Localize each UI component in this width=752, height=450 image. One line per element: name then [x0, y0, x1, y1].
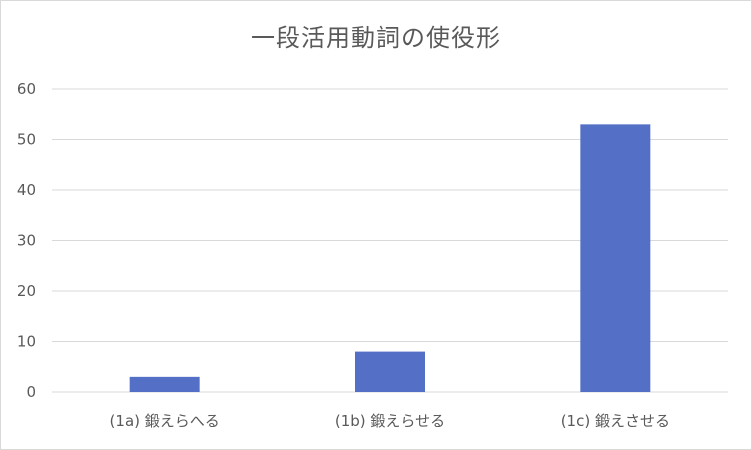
y-tick-label: 60 — [17, 80, 36, 98]
x-category-label: (1b) 鍛えらせる — [335, 412, 445, 430]
x-category-label: (1c) 鍛えさせる — [561, 412, 670, 430]
y-tick-label: 40 — [17, 181, 36, 199]
x-category-label: (1a) 鍛えらへる — [110, 412, 220, 430]
x-axis-labels: (1a) 鍛えらへる (1b) 鍛えらせる (1c) 鍛えさせる — [110, 412, 670, 430]
y-axis-ticks: 0 10 20 30 40 50 60 — [17, 80, 36, 401]
bar — [355, 351, 425, 392]
y-tick-label: 20 — [17, 282, 36, 300]
bar — [580, 124, 651, 392]
y-tick-label: 0 — [26, 383, 36, 401]
y-tick-label: 30 — [17, 232, 36, 250]
y-tick-label: 50 — [17, 131, 36, 149]
chart-title: 一段活用動詞の使役形 — [251, 24, 501, 52]
bar — [129, 376, 200, 392]
bars — [129, 124, 651, 392]
y-tick-label: 10 — [17, 333, 36, 351]
